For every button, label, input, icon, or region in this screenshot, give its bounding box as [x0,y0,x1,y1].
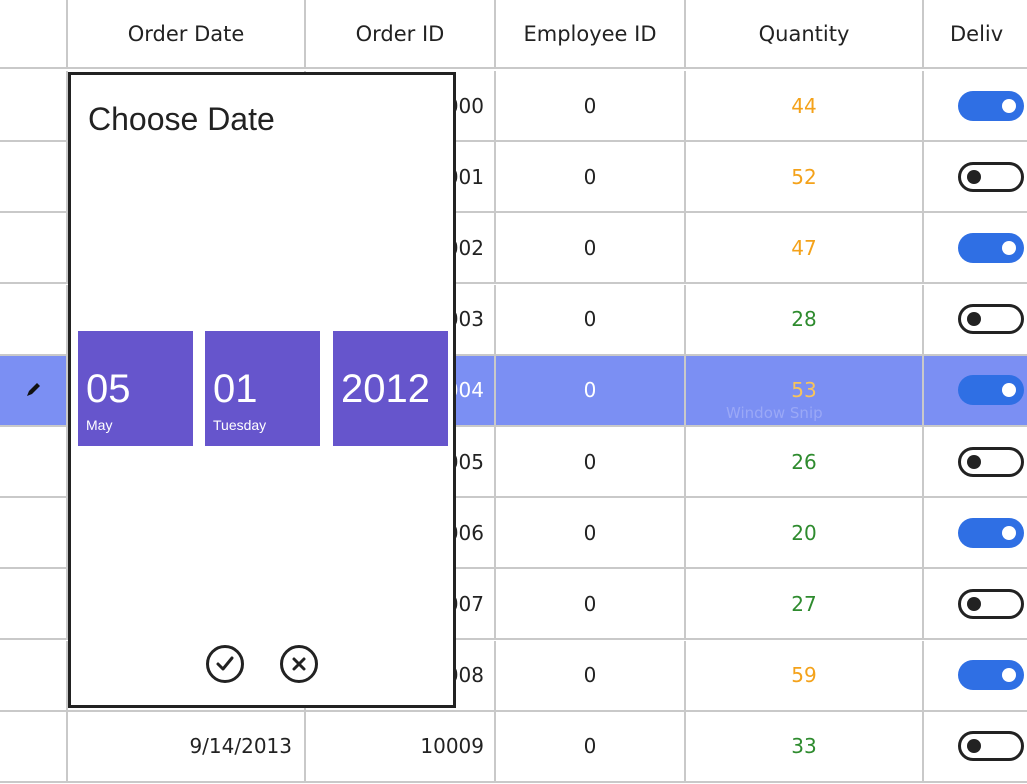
toggle-knob [967,454,981,469]
quantity-cell[interactable]: 20 [686,498,924,568]
delivered-toggle[interactable] [958,232,1024,263]
delivered-toggle[interactable] [958,90,1024,121]
confirm-button[interactable] [206,645,244,683]
column-header-quantity[interactable]: Quantity [686,0,924,69]
toggle-knob [1002,98,1016,113]
employee-id-cell[interactable]: 0 [496,640,686,710]
quantity-cell[interactable]: 52 [686,142,924,212]
order-date-cell[interactable]: 9/14/2013 [68,711,306,781]
quantity-cell[interactable]: 44 [686,71,924,140]
toggle-knob [967,739,981,754]
delivered-cell [924,71,1027,140]
row-indicator [0,71,68,140]
delivered-cell [924,356,1027,425]
quantity-cell[interactable]: 53 [686,355,924,425]
delivered-cell [924,641,1027,710]
toggle-knob [967,596,981,611]
day-label: Tuesday [213,417,267,433]
toggle-knob [967,169,981,184]
edit-pencil-icon [27,383,40,397]
delivered-cell [924,569,1027,638]
delivered-toggle[interactable] [958,446,1024,477]
quantity-cell[interactable]: 59 [686,640,924,710]
month-value: 05 [86,367,131,411]
employee-id-cell[interactable]: 0 [496,142,686,212]
delivered-cell [924,498,1027,567]
row-indicator [0,284,68,354]
quantity-cell[interactable]: 33 [686,711,924,781]
day-tile[interactable]: 01 Tuesday [205,331,320,446]
employee-id-cell[interactable]: 0 [496,569,686,639]
delivered-cell [924,285,1027,354]
delivered-cell [924,142,1027,211]
quantity-cell[interactable]: 28 [686,284,924,354]
employee-id-cell[interactable]: 0 [496,498,686,568]
table-row[interactable]: 001 0 52 [0,142,1027,214]
row-indicator [0,142,68,212]
delivered-toggle[interactable] [958,660,1024,691]
row-indicator [0,213,68,283]
toggle-knob [1002,668,1016,683]
employee-id-cell[interactable]: 0 [496,711,686,781]
delivered-toggle[interactable] [958,517,1024,548]
row-indicator [0,569,68,639]
day-value: 01 [213,367,258,411]
delivered-toggle[interactable] [958,588,1024,619]
window-snip-watermark: Window Snip [726,404,823,422]
cancel-button[interactable] [280,645,318,683]
quantity-cell[interactable]: 27 [686,569,924,639]
delivered-toggle[interactable] [958,731,1024,762]
year-value: 2012 [341,367,430,411]
table-row[interactable]: 005 0 26 [0,427,1027,498]
delivered-toggle[interactable] [958,161,1024,192]
month-tile[interactable]: 05 May [78,331,193,446]
delivered-toggle[interactable] [958,304,1024,335]
table-row[interactable]: 000 0 44 [0,71,1027,142]
employee-id-cell[interactable]: 0 [496,427,686,496]
row-indicator [0,640,68,710]
delivered-cell [924,427,1027,496]
column-header-employee-id[interactable]: Employee ID [496,0,686,69]
delivered-toggle[interactable] [958,375,1024,406]
employee-id-cell[interactable]: 0 [496,213,686,283]
order-id-cell[interactable]: 10009 [306,711,496,781]
checkmark-icon [216,656,234,671]
employee-id-cell[interactable]: 0 [496,71,686,140]
employee-id-cell[interactable]: 0 [496,355,686,425]
row-indicator [0,355,68,425]
close-icon [292,657,306,671]
date-picker-popup: Choose Date 05 May 01 Tuesday 2012 [68,72,456,708]
month-label: May [86,417,113,433]
column-header-order-date[interactable]: Order Date [68,0,306,69]
toggle-knob [1002,525,1016,540]
toggle-knob [967,312,981,327]
delivered-cell [924,213,1027,282]
quantity-cell[interactable]: 47 [686,213,924,283]
row-indicator [0,427,68,496]
column-header-order-id[interactable]: Order ID [306,0,496,69]
table-row[interactable]: 9/14/2013 10009 0 33 [0,711,1027,783]
date-picker-title: Choose Date [88,101,275,137]
column-header-delivered[interactable]: Deliv [924,0,1027,69]
row-indicator [0,711,68,781]
toggle-knob [1002,240,1016,255]
year-tile[interactable]: 2012 [333,331,448,446]
row-indicator [0,498,68,568]
quantity-cell[interactable]: 26 [686,427,924,496]
delivered-cell [924,712,1027,781]
column-header-indicator [0,0,68,69]
toggle-knob [1002,383,1016,398]
employee-id-cell[interactable]: 0 [496,284,686,354]
